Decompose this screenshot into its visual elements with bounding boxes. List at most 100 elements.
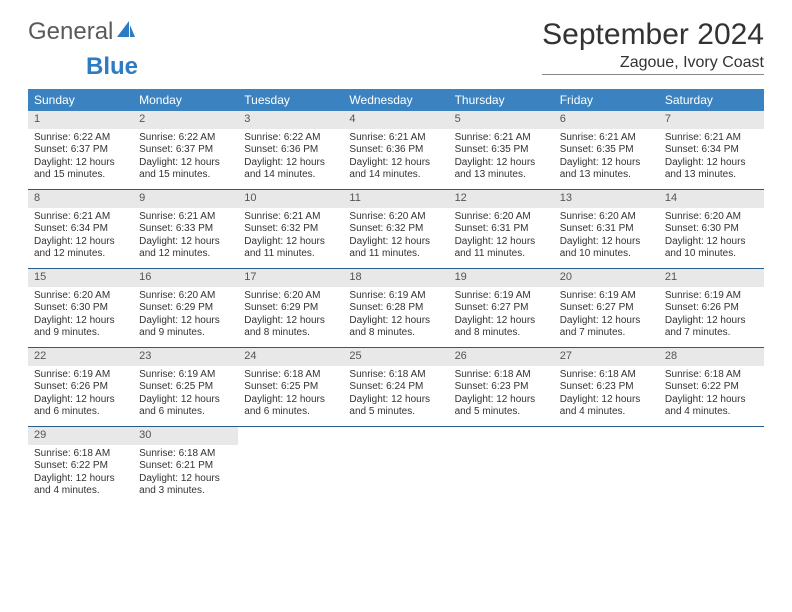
day-number: 8 <box>28 190 133 208</box>
day-number: 17 <box>238 269 343 287</box>
day-cell: 4Sunrise: 6:21 AMSunset: 6:36 PMDaylight… <box>343 111 448 189</box>
day-number: 6 <box>554 111 659 129</box>
sunset-text: Sunset: 6:36 PM <box>349 144 442 157</box>
sunrise-text: Sunrise: 6:21 AM <box>139 211 232 224</box>
day-cell: 9 Sunrise: 6:21 AMSunset: 6:33 PMDaylight… <box>133 190 238 268</box>
day-body: Sunrise: 6:20 AMSunset: 6:32 PMDaylight:… <box>343 208 448 265</box>
sunrise-text: Sunrise: 6:21 AM <box>560 132 653 145</box>
day-body: Sunrise: 6:19 AMSunset: 6:26 PMDaylight:… <box>659 287 764 344</box>
daylight-text: and 6 minutes. <box>34 406 127 419</box>
sunrise-text: Sunrise: 6:18 AM <box>34 448 127 461</box>
daylight-text: Daylight: 12 hours <box>34 394 127 407</box>
logo-sail-icon <box>115 18 137 46</box>
day-body: Sunrise: 6:19 AMSunset: 6:26 PMDaylight:… <box>28 366 133 423</box>
sunrise-text: Sunrise: 6:22 AM <box>34 132 127 145</box>
empty-cell <box>554 427 659 505</box>
sunset-text: Sunset: 6:29 PM <box>139 302 232 315</box>
daylight-text: Daylight: 12 hours <box>34 315 127 328</box>
logo: General <box>28 18 137 46</box>
day-cell: 16Sunrise: 6:20 AMSunset: 6:29 PMDayligh… <box>133 269 238 347</box>
week-row: 29Sunrise: 6:18 AMSunset: 6:22 PMDayligh… <box>28 427 764 505</box>
day-cell: 21Sunrise: 6:19 AMSunset: 6:26 PMDayligh… <box>659 269 764 347</box>
sunset-text: Sunset: 6:35 PM <box>560 144 653 157</box>
sunset-text: Sunset: 6:34 PM <box>34 223 127 236</box>
day-cell: 26Sunrise: 6:18 AMSunset: 6:23 PMDayligh… <box>449 348 554 426</box>
day-cell: 17Sunrise: 6:20 AMSunset: 6:29 PMDayligh… <box>238 269 343 347</box>
sunset-text: Sunset: 6:37 PM <box>139 144 232 157</box>
sunrise-text: Sunrise: 6:18 AM <box>244 369 337 382</box>
daylight-text: and 9 minutes. <box>34 327 127 340</box>
day-body: Sunrise: 6:21 AMSunset: 6:32 PMDaylight:… <box>238 208 343 265</box>
daylight-text: Daylight: 12 hours <box>244 394 337 407</box>
daylight-text: and 5 minutes. <box>349 406 442 419</box>
day-number: 15 <box>28 269 133 287</box>
daylight-text: Daylight: 12 hours <box>244 236 337 249</box>
day-body: Sunrise: 6:20 AMSunset: 6:30 PMDaylight:… <box>659 208 764 265</box>
day-body: Sunrise: 6:19 AMSunset: 6:25 PMDaylight:… <box>133 366 238 423</box>
day-cell: 10Sunrise: 6:21 AMSunset: 6:32 PMDayligh… <box>238 190 343 268</box>
sunrise-text: Sunrise: 6:21 AM <box>34 211 127 224</box>
day-body: Sunrise: 6:18 AMSunset: 6:21 PMDaylight:… <box>133 445 238 502</box>
day-number: 30 <box>133 427 238 445</box>
weekday-header: Monday <box>133 89 238 111</box>
day-cell: 5Sunrise: 6:21 AMSunset: 6:35 PMDaylight… <box>449 111 554 189</box>
day-body: Sunrise: 6:20 AMSunset: 6:29 PMDaylight:… <box>133 287 238 344</box>
daylight-text: and 14 minutes. <box>244 169 337 182</box>
day-body: Sunrise: 6:19 AMSunset: 6:27 PMDaylight:… <box>554 287 659 344</box>
weeks-container: 1Sunrise: 6:22 AMSunset: 6:37 PMDaylight… <box>28 111 764 505</box>
daylight-text: and 8 minutes. <box>349 327 442 340</box>
day-body: Sunrise: 6:18 AMSunset: 6:25 PMDaylight:… <box>238 366 343 423</box>
sunrise-text: Sunrise: 6:18 AM <box>665 369 758 382</box>
sunset-text: Sunset: 6:32 PM <box>349 223 442 236</box>
sunset-text: Sunset: 6:33 PM <box>139 223 232 236</box>
sunset-text: Sunset: 6:21 PM <box>139 460 232 473</box>
daylight-text: Daylight: 12 hours <box>665 236 758 249</box>
daylight-text: Daylight: 12 hours <box>34 157 127 170</box>
day-number: 10 <box>238 190 343 208</box>
week-row: 22Sunrise: 6:19 AMSunset: 6:26 PMDayligh… <box>28 348 764 427</box>
sunset-text: Sunset: 6:23 PM <box>455 381 548 394</box>
daylight-text: and 10 minutes. <box>560 248 653 261</box>
daylight-text: Daylight: 12 hours <box>560 315 653 328</box>
daylight-text: Daylight: 12 hours <box>560 394 653 407</box>
day-number: 12 <box>449 190 554 208</box>
daylight-text: and 10 minutes. <box>665 248 758 261</box>
daylight-text: Daylight: 12 hours <box>139 236 232 249</box>
daylight-text: and 11 minutes. <box>244 248 337 261</box>
sunrise-text: Sunrise: 6:19 AM <box>349 290 442 303</box>
empty-cell <box>343 427 448 505</box>
day-cell: 12Sunrise: 6:20 AMSunset: 6:31 PMDayligh… <box>449 190 554 268</box>
daylight-text: and 13 minutes. <box>665 169 758 182</box>
day-body: Sunrise: 6:21 AMSunset: 6:35 PMDaylight:… <box>554 129 659 186</box>
day-number: 18 <box>343 269 448 287</box>
week-row: 8Sunrise: 6:21 AMSunset: 6:34 PMDaylight… <box>28 190 764 269</box>
daylight-text: Daylight: 12 hours <box>349 394 442 407</box>
weekday-header: Saturday <box>659 89 764 111</box>
daylight-text: and 15 minutes. <box>139 169 232 182</box>
daylight-text: and 13 minutes. <box>455 169 548 182</box>
day-number: 9 <box>133 190 238 208</box>
weekday-header: Wednesday <box>343 89 448 111</box>
daylight-text: Daylight: 12 hours <box>560 157 653 170</box>
day-cell: 28Sunrise: 6:18 AMSunset: 6:22 PMDayligh… <box>659 348 764 426</box>
sunset-text: Sunset: 6:26 PM <box>34 381 127 394</box>
sunrise-text: Sunrise: 6:21 AM <box>349 132 442 145</box>
daylight-text: Daylight: 12 hours <box>455 157 548 170</box>
logo-text-1: General <box>28 18 113 46</box>
daylight-text: Daylight: 12 hours <box>665 394 758 407</box>
day-body: Sunrise: 6:20 AMSunset: 6:30 PMDaylight:… <box>28 287 133 344</box>
day-cell: 29Sunrise: 6:18 AMSunset: 6:22 PMDayligh… <box>28 427 133 505</box>
daylight-text: Daylight: 12 hours <box>34 236 127 249</box>
sunset-text: Sunset: 6:25 PM <box>244 381 337 394</box>
day-cell: 11Sunrise: 6:20 AMSunset: 6:32 PMDayligh… <box>343 190 448 268</box>
daylight-text: Daylight: 12 hours <box>244 315 337 328</box>
daylight-text: and 12 minutes. <box>34 248 127 261</box>
empty-cell <box>449 427 554 505</box>
day-cell: 1Sunrise: 6:22 AMSunset: 6:37 PMDaylight… <box>28 111 133 189</box>
day-number: 2 <box>133 111 238 129</box>
sunrise-text: Sunrise: 6:19 AM <box>139 369 232 382</box>
week-row: 15Sunrise: 6:20 AMSunset: 6:30 PMDayligh… <box>28 269 764 348</box>
sunset-text: Sunset: 6:26 PM <box>665 302 758 315</box>
sunset-text: Sunset: 6:27 PM <box>560 302 653 315</box>
daylight-text: and 4 minutes. <box>665 406 758 419</box>
